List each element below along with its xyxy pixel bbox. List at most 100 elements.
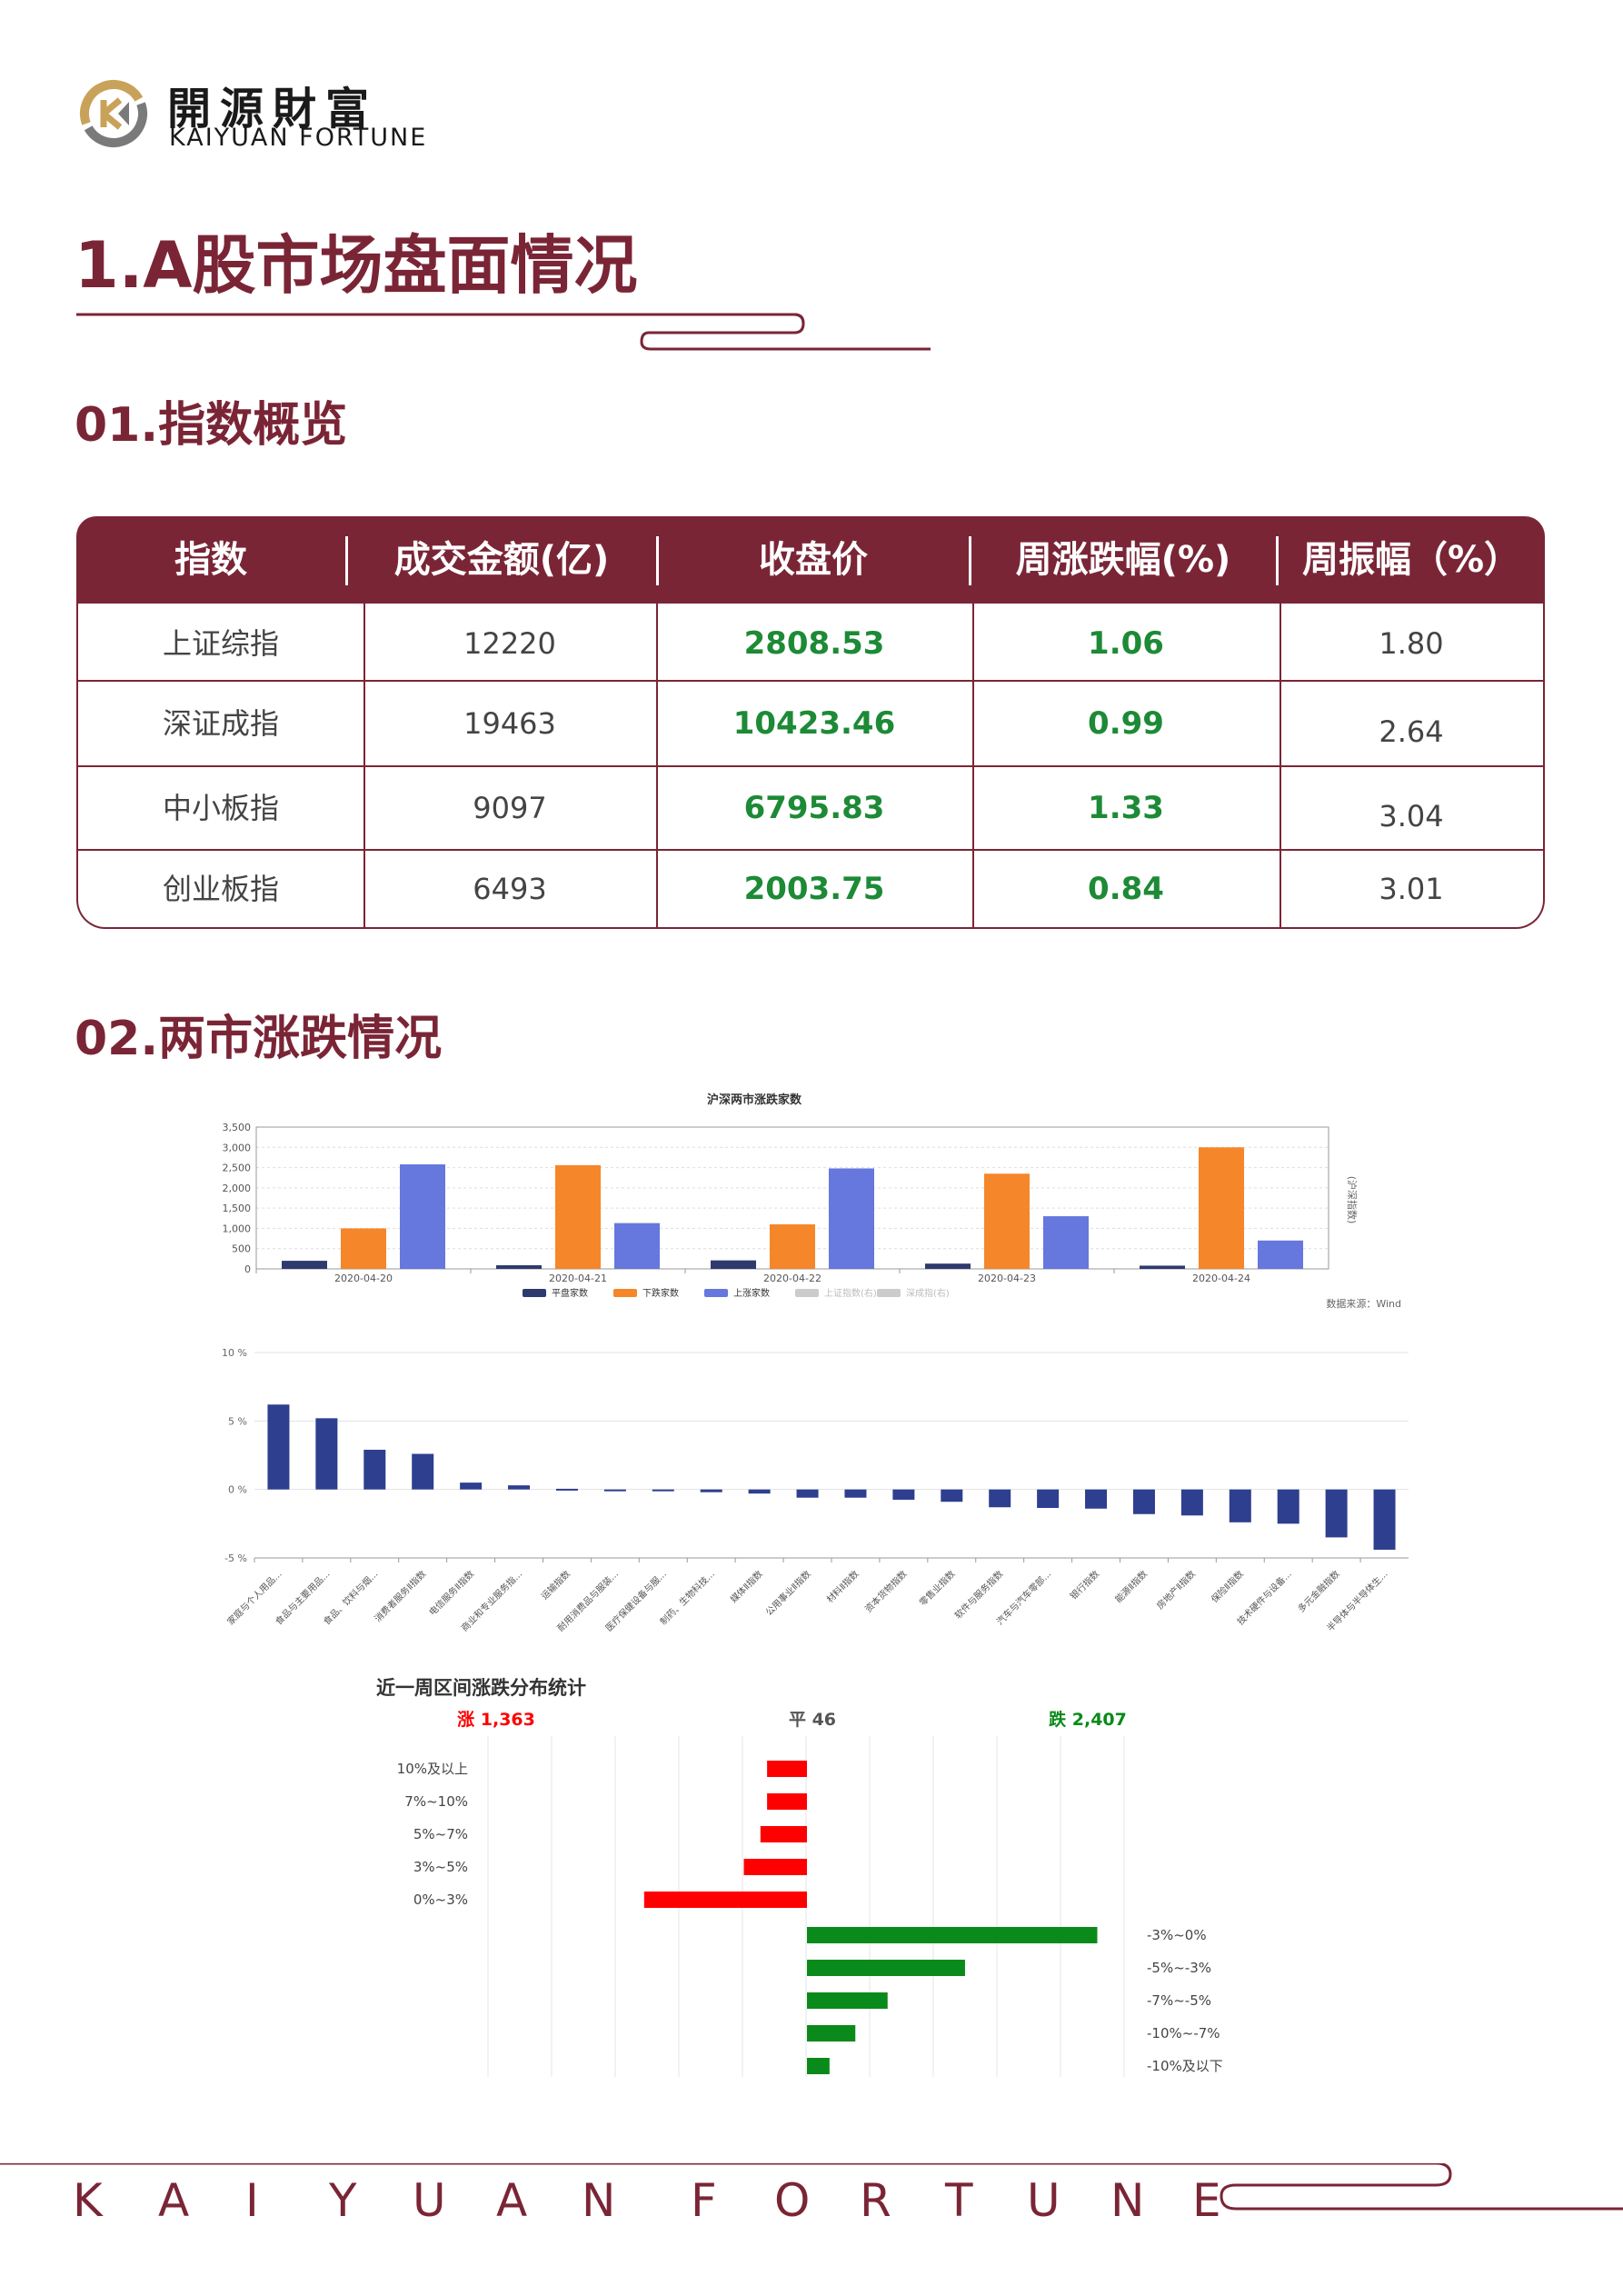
amplitude: 3.01 [1379,872,1444,906]
footer-decoration [0,2163,1623,2211]
source-note: 数据来源：Wind [1326,1297,1401,1309]
brand-name-cn: 開源財富 [167,84,379,135]
y-tick-label: -5 % [224,1552,247,1564]
sector-bar [363,1449,386,1490]
weekly-change: 0.84 [1088,871,1164,907]
y-tick-label: 3,500 [223,1122,252,1133]
header-separator [1276,536,1279,585]
table-row: 中小板指 9097 6795.83 1.33 3.04 [78,767,1543,849]
index-table: 指数 成交金额(亿) 收盘价 周涨跌幅(%) 周振幅（%） 上证综指 12220… [76,516,1545,929]
index-name: 深证成指 [162,706,279,741]
y-tick-label: 3,000 [223,1142,252,1153]
header-separator [656,536,659,585]
sector-bar [603,1489,626,1492]
down-bar [807,1960,965,1976]
sector-bar [460,1482,483,1490]
footer-letter: F [691,2174,717,2227]
legend-swatch [613,1289,637,1297]
sector-bar [1373,1489,1396,1550]
up-count: 涨 1,363 [457,1710,535,1730]
down-bar [807,1992,888,2009]
sector-change-chart: 10 %5 %0 %-5 %家庭与个人用品...食品与主要用品...食品、饮料与… [222,1347,1409,1633]
x-tick-label: 保险Ⅱ指数 [1209,1568,1246,1605]
table-body: 上证综指 12220 2808.53 1.06 1.80 深证成指 19463 … [76,604,1545,929]
bin-label: 5%~7% [413,1826,468,1842]
x-tick-label: 消费者服务Ⅱ指数 [372,1568,428,1624]
y-tick-label: 2,000 [223,1183,252,1194]
x-tick-label: 资本货物指数 [862,1568,910,1615]
sub-title-index-overview: 01.指数概览 [75,398,348,453]
x-tick-label: 多元金融指数 [1295,1568,1342,1615]
legend-swatch [704,1289,728,1297]
up-bar [743,1859,807,1875]
bin-label: -3%~0% [1147,1927,1207,1943]
sector-bar [652,1489,674,1492]
sector-bar [1229,1489,1251,1522]
down-bar [807,1927,1098,1943]
x-tick-label: 软件与服务指数 [952,1568,1006,1622]
bin-label: 7%~10% [404,1793,468,1810]
footer-letter: U [413,2174,446,2227]
bar-上涨家数 [829,1168,874,1269]
sector-bar [1325,1489,1348,1538]
row-divider [78,680,1543,682]
bin-label: -5%~-3% [1147,1960,1211,1976]
footer-letter: A [496,2174,528,2227]
x-tick-label: 2020-04-23 [978,1273,1036,1284]
turnover-value: 12220 [463,626,556,661]
bar-上涨家数 [614,1223,660,1269]
amplitude: 3.04 [1379,799,1444,834]
sector-bar [1180,1489,1203,1516]
table-header-cell: 指数 [174,539,247,581]
legend-label: 上涨家数 [733,1287,770,1299]
table-header-cell: 周涨跌幅(%) [1015,539,1231,581]
legend-swatch [523,1289,546,1297]
table-header-cell: 收盘价 [759,539,868,581]
turnover-value: 19463 [463,706,556,741]
table-row: 深证成指 19463 10423.46 0.99 2.64 [78,682,1543,765]
chart-title: 沪深两市涨跌家数 [707,1093,802,1107]
y-tick-label: 0 % [228,1484,247,1496]
table-header-cell: 周振幅（%） [1301,539,1521,581]
index-name: 上证综指 [162,626,279,661]
bar-下跌家数 [341,1228,386,1269]
bar-平盘家数 [925,1263,971,1269]
x-tick-label: 媒体Ⅱ指数 [728,1568,765,1605]
close-price: 6795.83 [743,790,885,826]
close-price: 2808.53 [743,625,885,662]
x-tick-label: 房地产Ⅱ指数 [1154,1568,1198,1612]
up-bar [767,1761,807,1777]
sector-bar [508,1485,531,1490]
y-tick-label: 0 [244,1263,251,1275]
flat-count: 平 46 [789,1710,836,1730]
y-tick-label: 2,500 [223,1163,252,1174]
x-tick-label: 公用事业Ⅱ指数 [763,1568,813,1618]
table-row: 创业板指 6493 2003.75 0.84 3.01 [78,851,1543,927]
x-tick-label: 2020-04-24 [1192,1273,1250,1284]
bin-label: -10%及以下 [1147,2058,1223,2074]
close-price: 2003.75 [743,871,885,907]
legend-label: 深成指(右) [906,1287,950,1299]
sector-bar [1037,1489,1060,1509]
footer-letter: U [1027,2174,1060,2227]
sector-bar [267,1404,290,1490]
bar-平盘家数 [711,1260,756,1269]
up-bar [643,1892,807,1908]
bar-平盘家数 [496,1264,542,1269]
sector-bar [700,1489,722,1492]
bar-上涨家数 [1043,1216,1089,1269]
bar-下跌家数 [984,1173,1030,1269]
sub-title-market-breadth: 02.两市涨跌情况 [75,1012,443,1066]
index-name: 创业板指 [162,872,279,906]
bar-上涨家数 [1258,1240,1303,1269]
y-tick-label: 500 [232,1243,251,1255]
footer-letter: O [774,2174,811,2227]
bar-下跌家数 [770,1223,815,1269]
bin-label: 0%~3% [413,1892,468,1908]
header-separator [345,536,348,585]
footer-letter: N [582,2174,616,2227]
brand-name-en: KAIYUAN FORTUNE [169,124,428,152]
table-header: 指数 成交金额(亿) 收盘价 周涨跌幅(%) 周振幅（%） [76,516,1545,604]
bar-下跌家数 [1199,1147,1244,1269]
